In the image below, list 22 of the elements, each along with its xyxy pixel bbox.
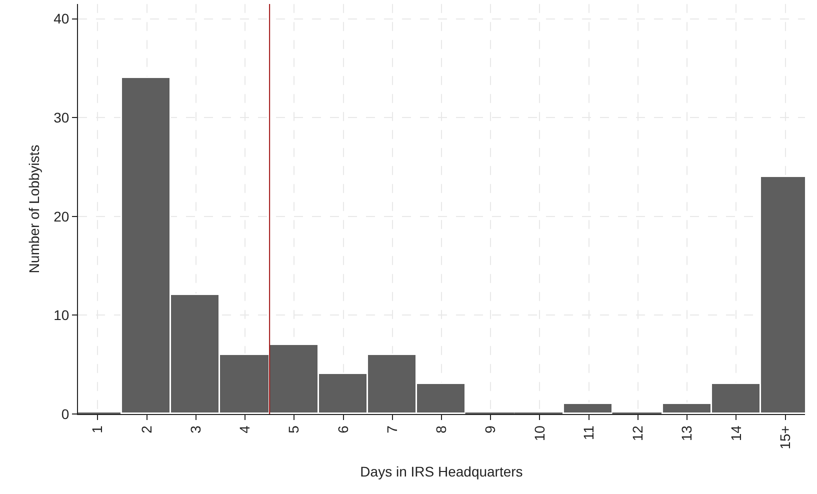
x-tick-label: 1: [89, 425, 106, 434]
y-tick-label: 40: [54, 10, 70, 27]
x-tick-label: 6: [334, 425, 351, 434]
x-tick-label: 11: [580, 425, 596, 440]
x-tick-label: 9: [482, 425, 498, 434]
x-tick-label: 13: [678, 425, 695, 442]
x-tick-label: 14: [728, 425, 744, 442]
y-tick-label: 30: [54, 110, 70, 126]
y-tick-label: 20: [54, 208, 70, 224]
x-tick-label: 15+: [776, 426, 793, 450]
x-tick-label: 3: [187, 425, 204, 434]
x-tick-label: 2: [138, 425, 154, 434]
x-tick-label: 4: [236, 425, 253, 434]
y-tick-label: 0: [61, 406, 70, 422]
x-tick-label: 7: [384, 425, 400, 434]
y-axis-title: Number of Lobbyists: [26, 144, 42, 274]
x-tick-label: 10: [531, 425, 548, 442]
y-tick-label: 10: [54, 307, 70, 324]
x-tick-label: 5: [286, 425, 302, 434]
x-axis-title: Days in IRS Headquarters: [360, 464, 523, 480]
x-tick-label: 8: [433, 425, 450, 434]
x-tick-label: 12: [630, 425, 646, 442]
